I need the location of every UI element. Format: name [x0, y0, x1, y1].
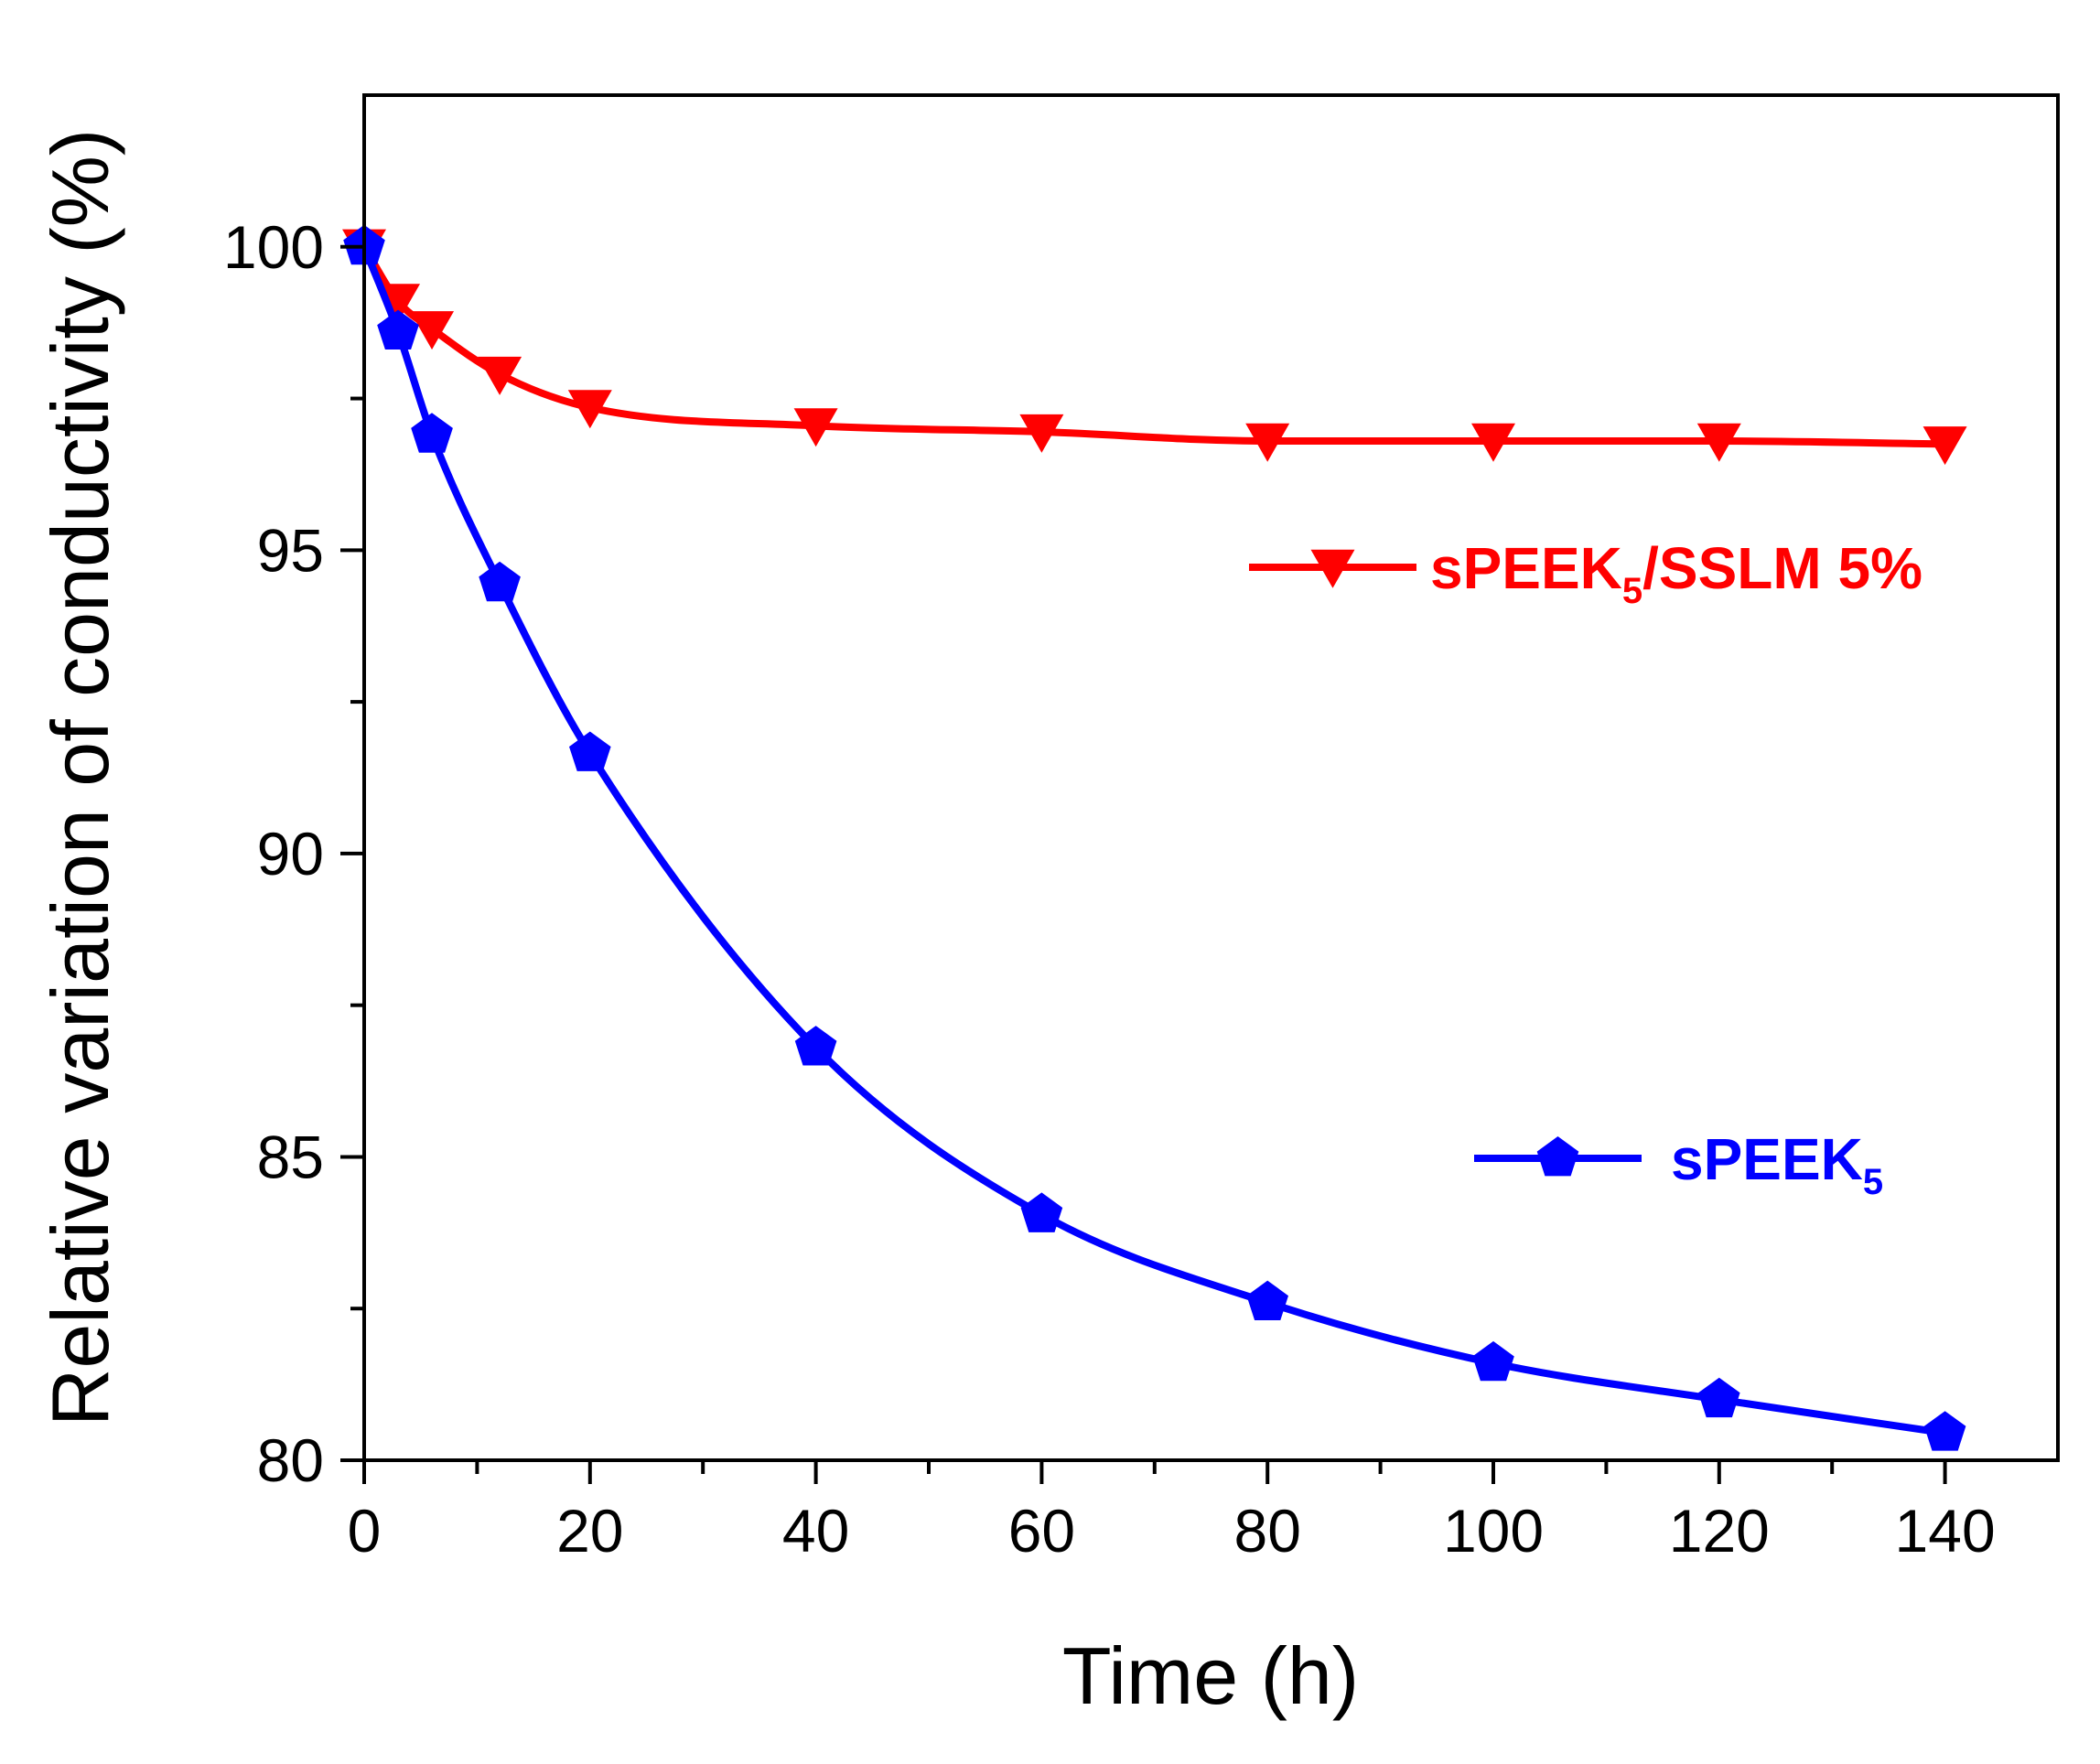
series-line-speek5 — [361, 242, 1949, 1437]
series-layer — [342, 224, 1967, 1451]
legend-label-main: sPEEK — [1671, 1126, 1863, 1192]
y-axis-title: Relative variation of conductivity (%) — [35, 129, 125, 1426]
data-point-speek5-sslm5 — [1245, 423, 1290, 462]
data-point-speek5 — [1923, 1411, 1966, 1451]
data-point-speek5 — [1020, 1192, 1063, 1232]
data-point-speek5-sslm5 — [410, 311, 455, 350]
x-tick-label: 80 — [1233, 1497, 1300, 1565]
y-tick-label: 95 — [257, 516, 324, 584]
x-tick-label: 0 — [348, 1497, 382, 1565]
data-point-speek5 — [1246, 1280, 1288, 1320]
x-tick-label: 100 — [1443, 1497, 1544, 1565]
x-tick-label: 40 — [782, 1497, 849, 1565]
x-tick-label: 20 — [556, 1497, 623, 1565]
x-tick-label: 60 — [1008, 1497, 1075, 1565]
x-axis-title: Time (h) — [1062, 1630, 1359, 1721]
x-tick-label: 140 — [1895, 1497, 1996, 1565]
axes-layer: 0 20 40 60 80 100 120 140 80 85 90 95 100 — [223, 213, 1996, 1565]
data-point-speek5-sslm5 — [1922, 426, 1967, 466]
x-tick-label: 120 — [1669, 1497, 1770, 1565]
legend-label-suffix: /SSLM 5% — [1642, 535, 1922, 601]
legend-marker-speek5 — [1536, 1136, 1579, 1177]
plot-frame — [362, 93, 2060, 1462]
legend-label-speek5-sslm5: sPEEK5/SSLM 5% — [1430, 535, 1922, 611]
data-point-speek5-sslm5 — [478, 356, 522, 395]
legend-label-main: sPEEK — [1430, 535, 1622, 601]
y-tick-label: 100 — [223, 213, 324, 281]
legend-label-speek5: sPEEK5 — [1671, 1126, 1883, 1202]
legend-label-subscript: 5 — [1863, 1162, 1883, 1202]
data-point-speek5-sslm5 — [793, 408, 838, 447]
legend: sPEEK5/SSLM 5%sPEEK5 — [1249, 535, 1922, 1202]
data-point-speek5-sslm5 — [567, 390, 612, 429]
y-tick-label: 85 — [257, 1123, 324, 1190]
data-point-speek5 — [1472, 1340, 1514, 1382]
data-point-speek5 — [411, 413, 453, 453]
data-point-speek5-sslm5 — [1019, 414, 1064, 453]
legend-label-subscript: 5 — [1622, 571, 1642, 611]
data-point-speek5 — [569, 731, 611, 771]
data-point-speek5 — [377, 309, 419, 350]
data-point-speek5-sslm5 — [1471, 423, 1515, 462]
y-tick-label: 90 — [257, 820, 324, 887]
legend-marker-speek5-sslm5 — [1310, 549, 1355, 588]
data-point-speek5 — [479, 561, 521, 602]
y-tick-label: 80 — [257, 1426, 324, 1494]
data-point-speek5-sslm5 — [1696, 423, 1741, 462]
series-line-speek5-sslm5 — [361, 242, 1949, 448]
data-point-speek5 — [794, 1026, 837, 1066]
data-point-speek5 — [1698, 1377, 1740, 1418]
